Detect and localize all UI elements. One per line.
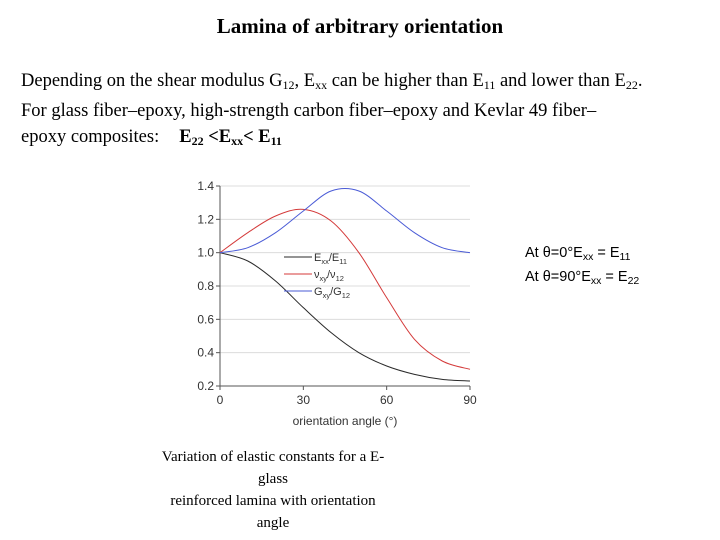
x-tick-label: 60 — [380, 393, 394, 407]
y-tick-label: 1.0 — [197, 246, 214, 260]
para-line-3: epoxy composites: E22 <Exx< E11 — [21, 127, 282, 148]
x-tick-label: 30 — [297, 393, 311, 407]
y-tick-label: 0.4 — [197, 346, 214, 360]
y-tick-labels: 0.2 0.4 0.6 0.8 1.0 1.2 1.4 — [197, 179, 220, 393]
y-tick-label: 1.4 — [197, 179, 214, 193]
series-line-exx — [219, 252, 471, 382]
chart-series — [219, 188, 471, 382]
para-line-2: For glass fiber–epoxy, high-strength car… — [21, 101, 597, 121]
y-tick-label: 1.2 — [197, 212, 214, 226]
orientation-notes: At θ=0°Exx = E11 At θ=90°Exx = E22 — [525, 243, 639, 291]
slide-title: Lamina of arbitrary orientation — [216, 14, 504, 38]
chart-legend: Exx/E11 νxy/ν12 Gxy/G12 — [284, 252, 350, 300]
note-90-deg: At θ=90°Exx = E22 — [525, 269, 640, 287]
y-tick-label: 0.2 — [197, 379, 214, 393]
x-tick-labels: 0 30 60 90 — [217, 386, 477, 407]
y-tick-label: 0.8 — [197, 279, 214, 293]
note-0-deg: At θ=0°Exx = E11 — [525, 245, 631, 263]
x-axis-label: orientation angle (°) — [293, 414, 398, 428]
legend-label-gxy: Gxy/G12 — [314, 286, 350, 300]
series-line-nuxy — [219, 208, 471, 370]
legend-label-nuxy: νxy/ν12 — [314, 269, 344, 283]
para-line-1: Depending on the shear modulus G12, Exx … — [21, 71, 643, 92]
x-tick-label: 90 — [463, 393, 477, 407]
x-tick-label: 0 — [217, 393, 224, 407]
y-tick-label: 0.6 — [197, 312, 214, 326]
series-line-gxy — [219, 188, 471, 254]
caption-line-2: reinforced lamina with orientation angle — [170, 493, 376, 531]
figure-caption: Variation of elastic constants for a E-g… — [155, 446, 391, 534]
intro-paragraph: Depending on the shear modulus G12, Exx … — [21, 68, 711, 154]
caption-line-1: Variation of elastic constants for a E-g… — [161, 449, 385, 487]
chart-gridlines — [220, 185, 470, 387]
legend-label-exx: Exx/E11 — [314, 252, 347, 266]
